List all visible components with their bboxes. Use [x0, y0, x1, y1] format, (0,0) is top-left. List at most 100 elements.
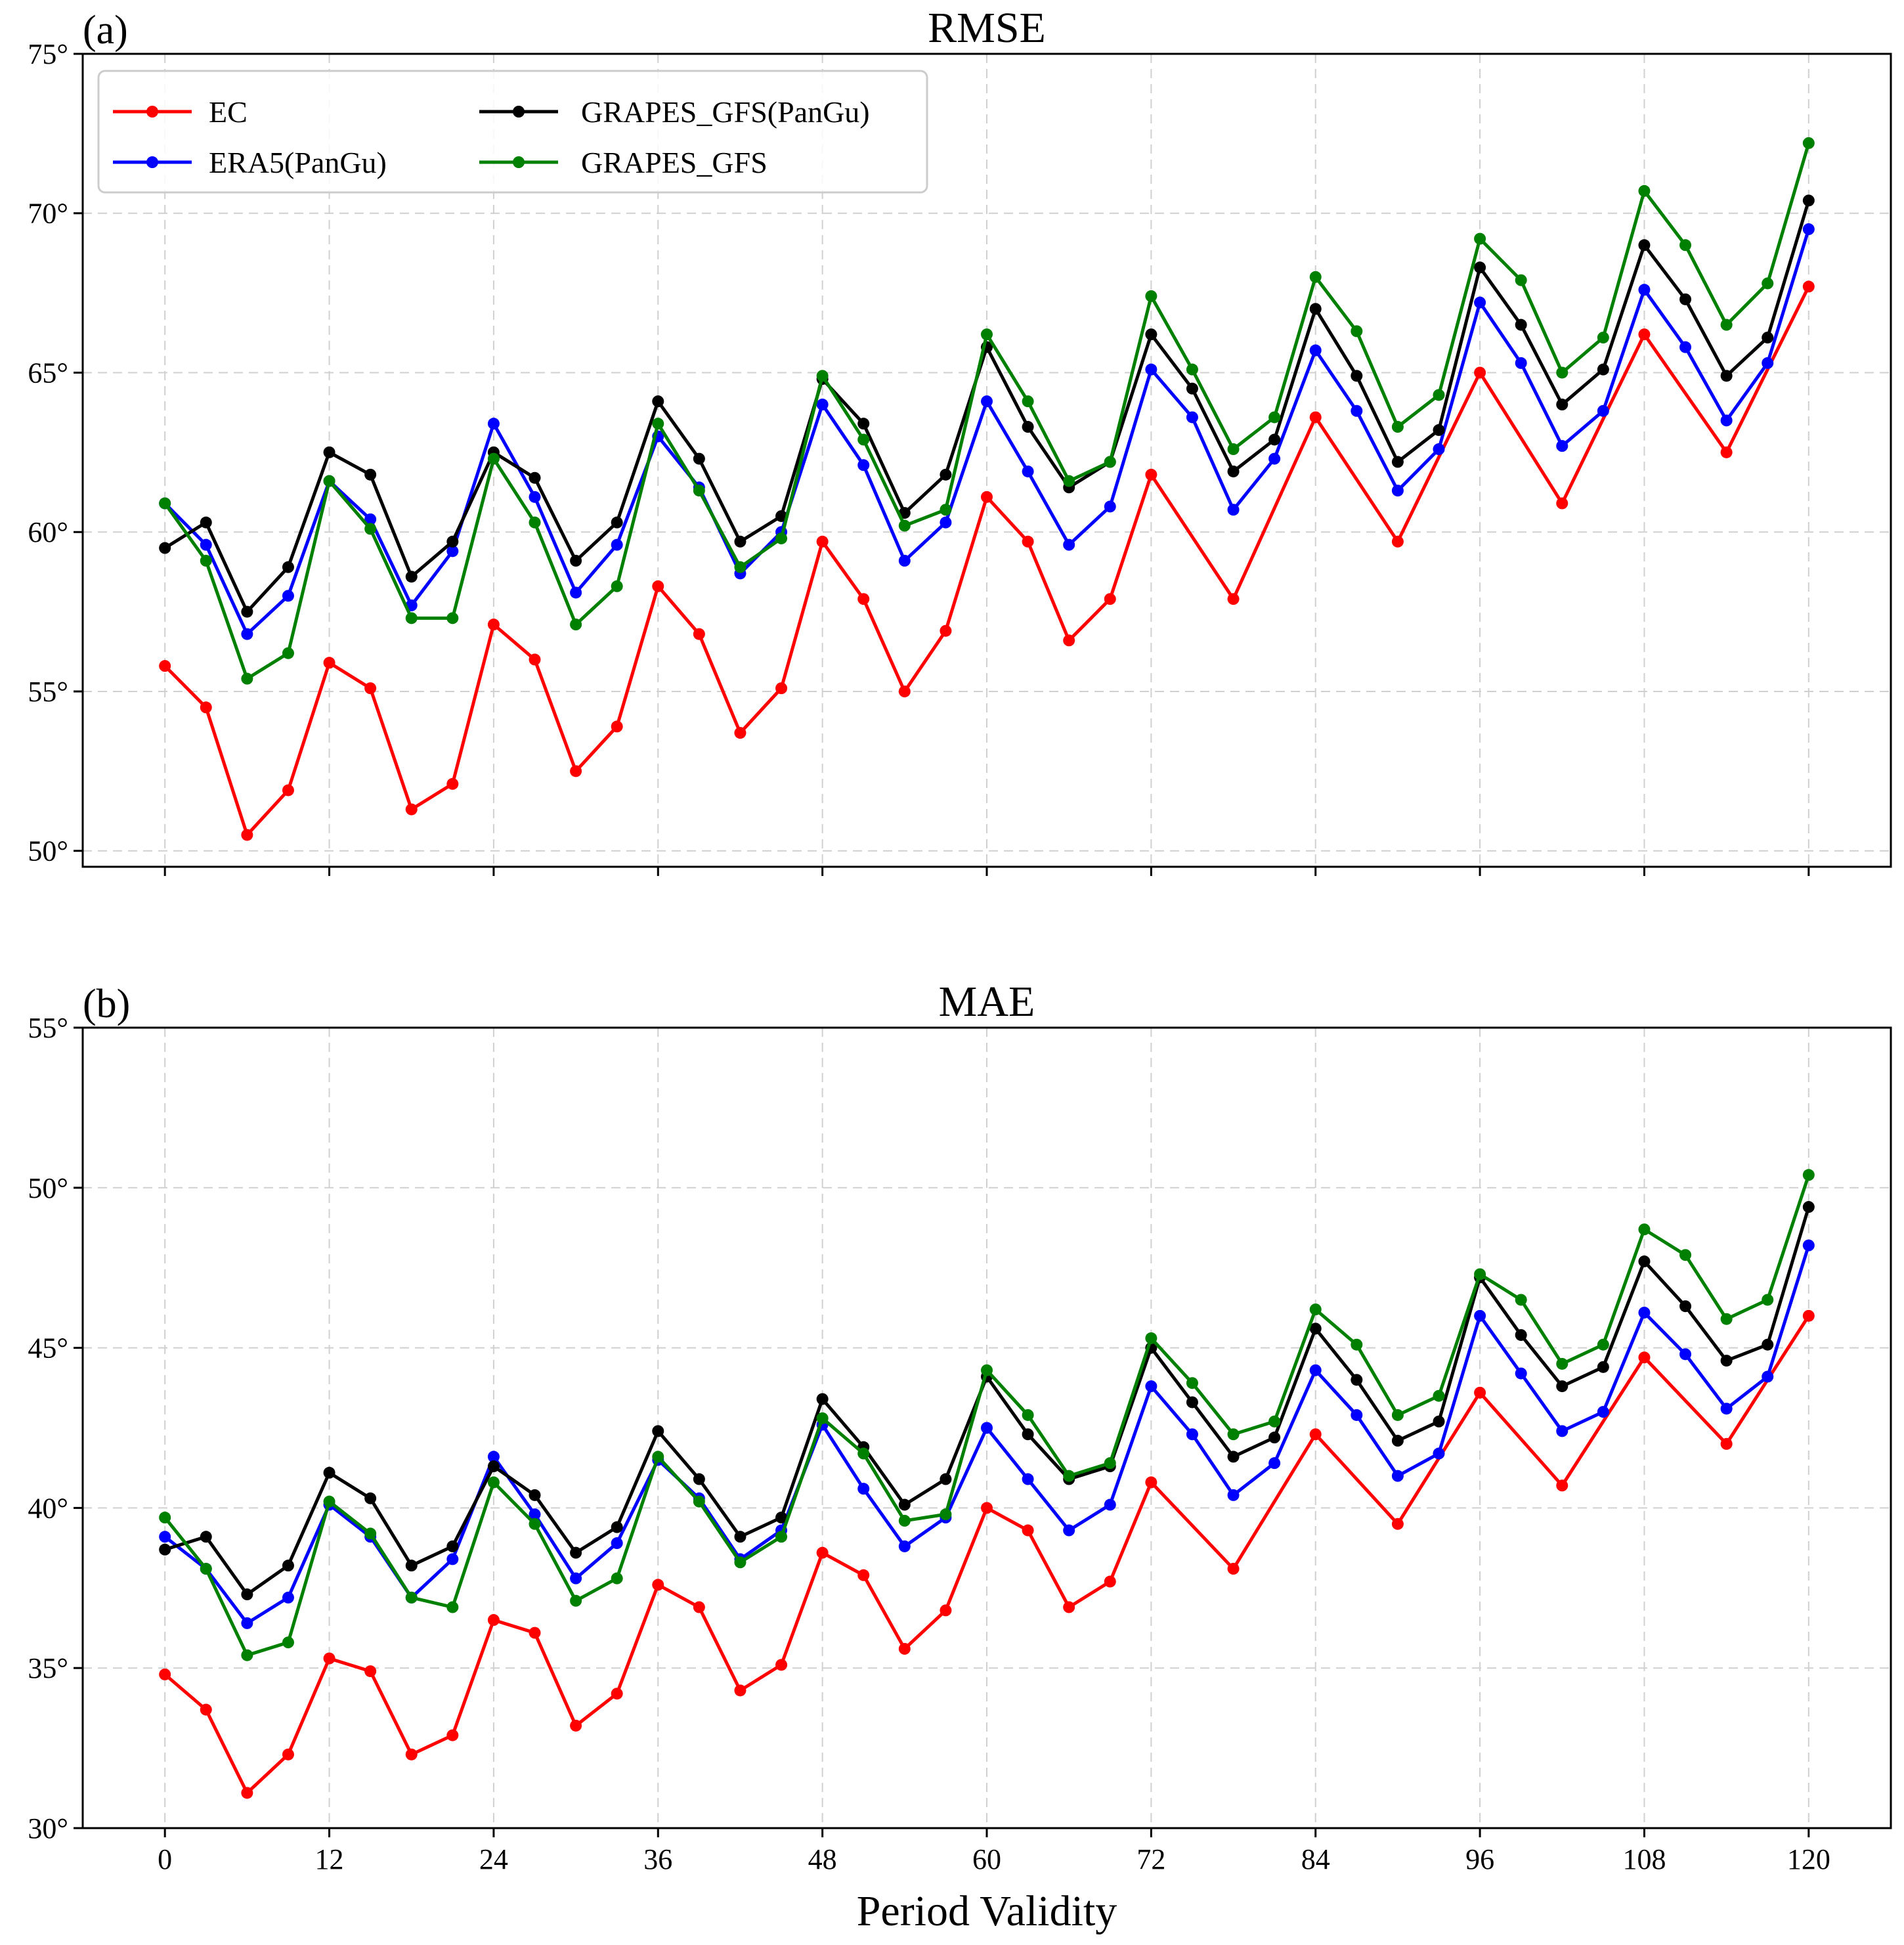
data-point-grapes-gfs — [1679, 1249, 1692, 1261]
data-point-grapes-gfs — [1227, 443, 1240, 456]
legend-label: GRAPES_GFS — [581, 146, 768, 179]
data-point-grapes-gfs — [529, 1518, 541, 1530]
data-point-grapes-gfs — [693, 485, 705, 497]
data-point-grapes-gfs-pangu — [446, 535, 459, 548]
data-point-grapes-gfs-pangu — [1679, 1300, 1692, 1313]
data-point-grapes-gfs — [693, 1495, 705, 1508]
data-point-ec — [1556, 1479, 1569, 1492]
data-point-ec — [529, 653, 541, 666]
data-point-grapes-gfs — [1351, 1338, 1363, 1351]
data-point-ec — [898, 1642, 911, 1655]
data-point-ec — [693, 1601, 705, 1613]
data-point-era5-pangu — [1679, 341, 1692, 353]
data-point-grapes-gfs — [200, 554, 212, 567]
data-point-grapes-gfs-pangu — [241, 1588, 253, 1601]
data-point-grapes-gfs — [1720, 318, 1733, 331]
data-point-ec — [611, 1688, 623, 1700]
x-tick-label: 60 — [972, 1843, 1001, 1875]
data-point-grapes-gfs — [570, 1594, 582, 1607]
data-point-era5-pangu — [1802, 223, 1815, 236]
data-point-grapes-gfs — [1720, 1313, 1733, 1325]
data-point-ec — [1802, 1309, 1815, 1322]
panel-label: (a) — [83, 8, 128, 53]
data-point-grapes-gfs — [529, 516, 541, 529]
data-point-grapes-gfs-pangu — [529, 471, 541, 484]
data-point-era5-pangu — [1309, 1364, 1322, 1376]
data-point-ec — [611, 720, 623, 733]
data-point-era5-pangu — [1022, 465, 1034, 477]
data-point-ec — [857, 1569, 870, 1581]
data-point-ec — [241, 829, 253, 841]
data-point-ec — [1391, 535, 1404, 548]
data-point-ec — [1638, 328, 1651, 341]
data-point-ec — [1063, 634, 1075, 647]
data-point-grapes-gfs-pangu — [1022, 421, 1034, 433]
data-point-grapes-gfs — [1802, 137, 1815, 149]
data-point-grapes-gfs — [1433, 1389, 1445, 1402]
data-point-grapes-gfs — [1679, 239, 1692, 251]
data-point-grapes-gfs-pangu — [1720, 370, 1733, 382]
data-point-grapes-gfs — [940, 504, 952, 516]
data-point-grapes-gfs — [1474, 1268, 1486, 1280]
data-point-grapes-gfs — [282, 1636, 294, 1649]
data-point-grapes-gfs-pangu — [323, 1466, 335, 1479]
x-tick-label: 96 — [1465, 1843, 1494, 1875]
data-point-grapes-gfs-pangu — [1433, 424, 1445, 436]
data-point-grapes-gfs-pangu — [1186, 1396, 1198, 1409]
data-point-grapes-gfs-pangu — [364, 468, 377, 481]
data-point-grapes-gfs — [282, 647, 294, 659]
data-point-era5-pangu — [1433, 1447, 1445, 1460]
data-point-grapes-gfs — [1597, 332, 1609, 344]
data-point-ec — [775, 1659, 788, 1671]
data-point-era5-pangu — [159, 1531, 171, 1543]
x-tick-label: 120 — [1787, 1843, 1830, 1875]
x-tick-label: 108 — [1622, 1843, 1666, 1875]
data-point-era5-pangu — [898, 1540, 911, 1552]
data-point-era5-pangu — [1145, 363, 1158, 376]
data-point-ec — [1104, 593, 1116, 605]
data-point-grapes-gfs-pangu — [1802, 194, 1815, 207]
data-point-ec — [734, 727, 746, 739]
data-point-era5-pangu — [1638, 284, 1651, 296]
data-point-grapes-gfs-pangu — [405, 1560, 418, 1572]
data-point-era5-pangu — [570, 1572, 582, 1584]
data-point-era5-pangu — [1104, 500, 1116, 513]
data-point-grapes-gfs-pangu — [693, 452, 705, 465]
data-point-grapes-gfs — [734, 561, 746, 573]
data-point-ec — [1022, 535, 1034, 548]
data-point-era5-pangu — [1720, 414, 1733, 427]
data-point-grapes-gfs-pangu — [1638, 239, 1651, 251]
data-point-ec — [1720, 1437, 1733, 1450]
data-point-era5-pangu — [1227, 1489, 1240, 1501]
data-point-ec — [1391, 1518, 1404, 1530]
data-point-ec — [570, 765, 582, 777]
data-point-era5-pangu — [446, 545, 459, 557]
data-point-grapes-gfs-pangu — [1022, 1428, 1034, 1441]
data-point-era5-pangu — [1145, 1380, 1158, 1393]
data-point-grapes-gfs-pangu — [570, 1546, 582, 1559]
data-point-grapes-gfs — [570, 619, 582, 631]
data-point-era5-pangu — [611, 538, 623, 551]
data-point-grapes-gfs-pangu — [1227, 465, 1240, 477]
data-point-grapes-gfs — [898, 519, 911, 532]
data-point-era5-pangu — [487, 1451, 500, 1463]
data-point-era5-pangu — [1515, 357, 1527, 369]
data-point-era5-pangu — [981, 1422, 993, 1434]
data-point-grapes-gfs — [611, 1572, 623, 1584]
data-point-ec — [364, 1665, 377, 1678]
y-tick-label: 40° — [28, 1492, 68, 1524]
y-tick-label: 55° — [28, 1012, 68, 1044]
x-tick-label: 36 — [643, 1843, 672, 1875]
data-point-ec — [816, 1546, 829, 1559]
data-point-era5-pangu — [1186, 411, 1198, 424]
data-point-ec — [405, 1748, 418, 1760]
data-point-era5-pangu — [816, 399, 829, 411]
data-point-grapes-gfs-pangu — [1145, 328, 1158, 341]
data-point-grapes-gfs — [1515, 274, 1527, 286]
data-point-grapes-gfs — [1145, 290, 1158, 302]
data-point-ec — [1145, 1476, 1158, 1489]
data-point-era5-pangu — [1802, 1239, 1815, 1252]
data-point-era5-pangu — [1515, 1367, 1527, 1380]
data-point-era5-pangu — [1720, 1403, 1733, 1415]
data-point-grapes-gfs — [1556, 366, 1569, 379]
